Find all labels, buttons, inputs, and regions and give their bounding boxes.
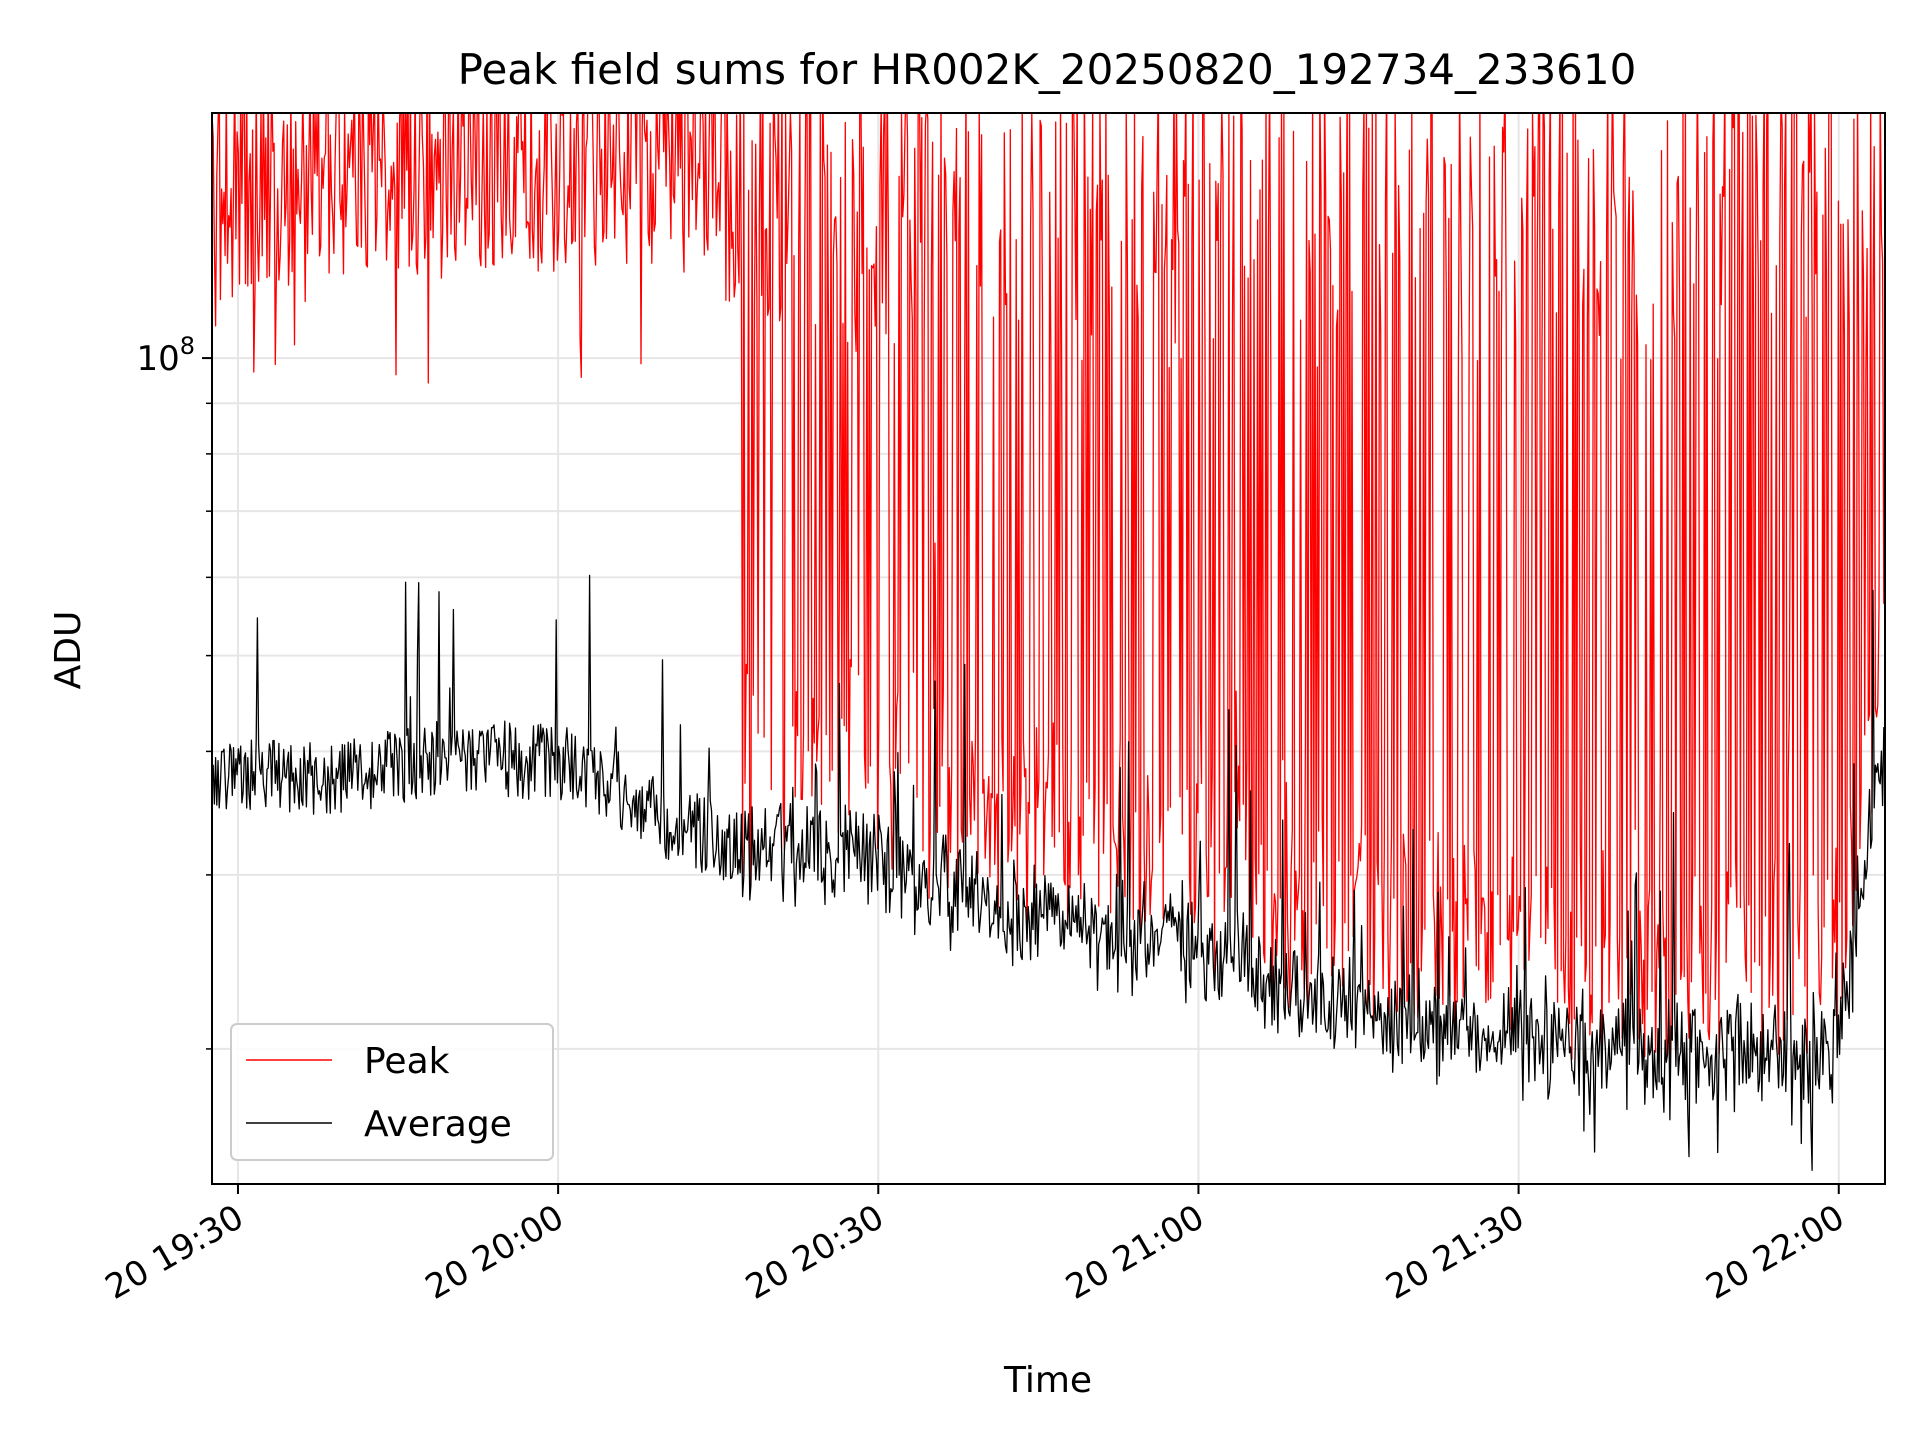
chart-title: Peak field sums for HR002K_20250820_1927… (458, 45, 1637, 94)
y-tick-label: 108 (136, 332, 195, 379)
series-line-average (212, 574, 1885, 1171)
x-axis-label: Time (1003, 1360, 1092, 1401)
plot-frame (211, 112, 1886, 1185)
legend-box (230, 1023, 554, 1161)
series-line-peak (212, 113, 1885, 1086)
legend: Peak Average (230, 1023, 554, 1161)
y-axis: 108 (136, 332, 212, 1050)
legend-label-average: Average (364, 1104, 512, 1145)
y-axis-label: ADU (48, 611, 89, 690)
series-layer (212, 113, 1885, 1171)
legend-label-peak: Peak (364, 1041, 450, 1082)
